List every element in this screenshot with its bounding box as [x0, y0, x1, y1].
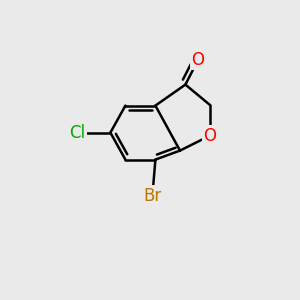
- Text: Cl: Cl: [69, 124, 85, 142]
- Text: O: O: [191, 51, 205, 69]
- Text: Br: Br: [143, 187, 161, 205]
- Text: O: O: [203, 127, 217, 145]
